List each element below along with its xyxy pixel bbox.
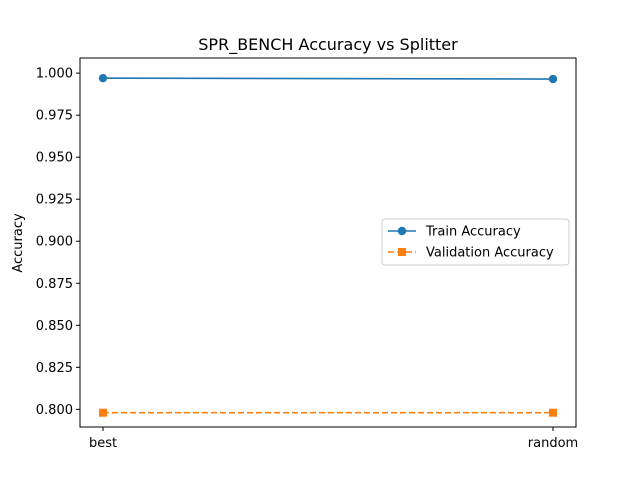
plot-area: 0.800 0.825 0.850 0.875 0.900 0.925 0.950 0.975… [36,57,578,451]
y-tick-label: 0.825 [36,361,73,376]
legend: Train Accuracy Validation Accuracy [381,218,570,266]
x-tick-label: best [89,436,117,451]
series-line-train-accuracy [102,77,554,80]
y-tick-label: 0.975 [36,109,73,124]
y-tick-label: 0.900 [36,235,73,250]
legend-marker-train-accuracy [397,226,407,236]
y-tick-label: 0.850 [36,319,73,334]
data-point-train-accuracy [548,74,558,84]
y-tick-label: 1.000 [36,67,73,82]
chart-title: SPR_BENCH Accuracy vs Splitter [198,35,458,55]
legend-label-train-accuracy: Train Accuracy [425,225,521,240]
legend-marker-validation-accuracy [398,248,406,256]
x-tick-label: random [528,436,578,451]
data-point-validation-accuracy [549,408,557,417]
y-tick-label: 0.800 [36,403,73,418]
y-tick-label: 0.875 [36,277,73,292]
axes-frame [79,57,577,428]
y-tick-label: 0.950 [36,151,73,166]
data-point-train-accuracy [98,73,108,83]
y-tick-label: 0.925 [36,193,73,208]
y-axis-label: Accuracy [11,213,26,273]
legend-frame [381,218,570,266]
legend-label-validation-accuracy: Validation Accuracy [426,246,554,261]
data-point-validation-accuracy [99,408,107,417]
